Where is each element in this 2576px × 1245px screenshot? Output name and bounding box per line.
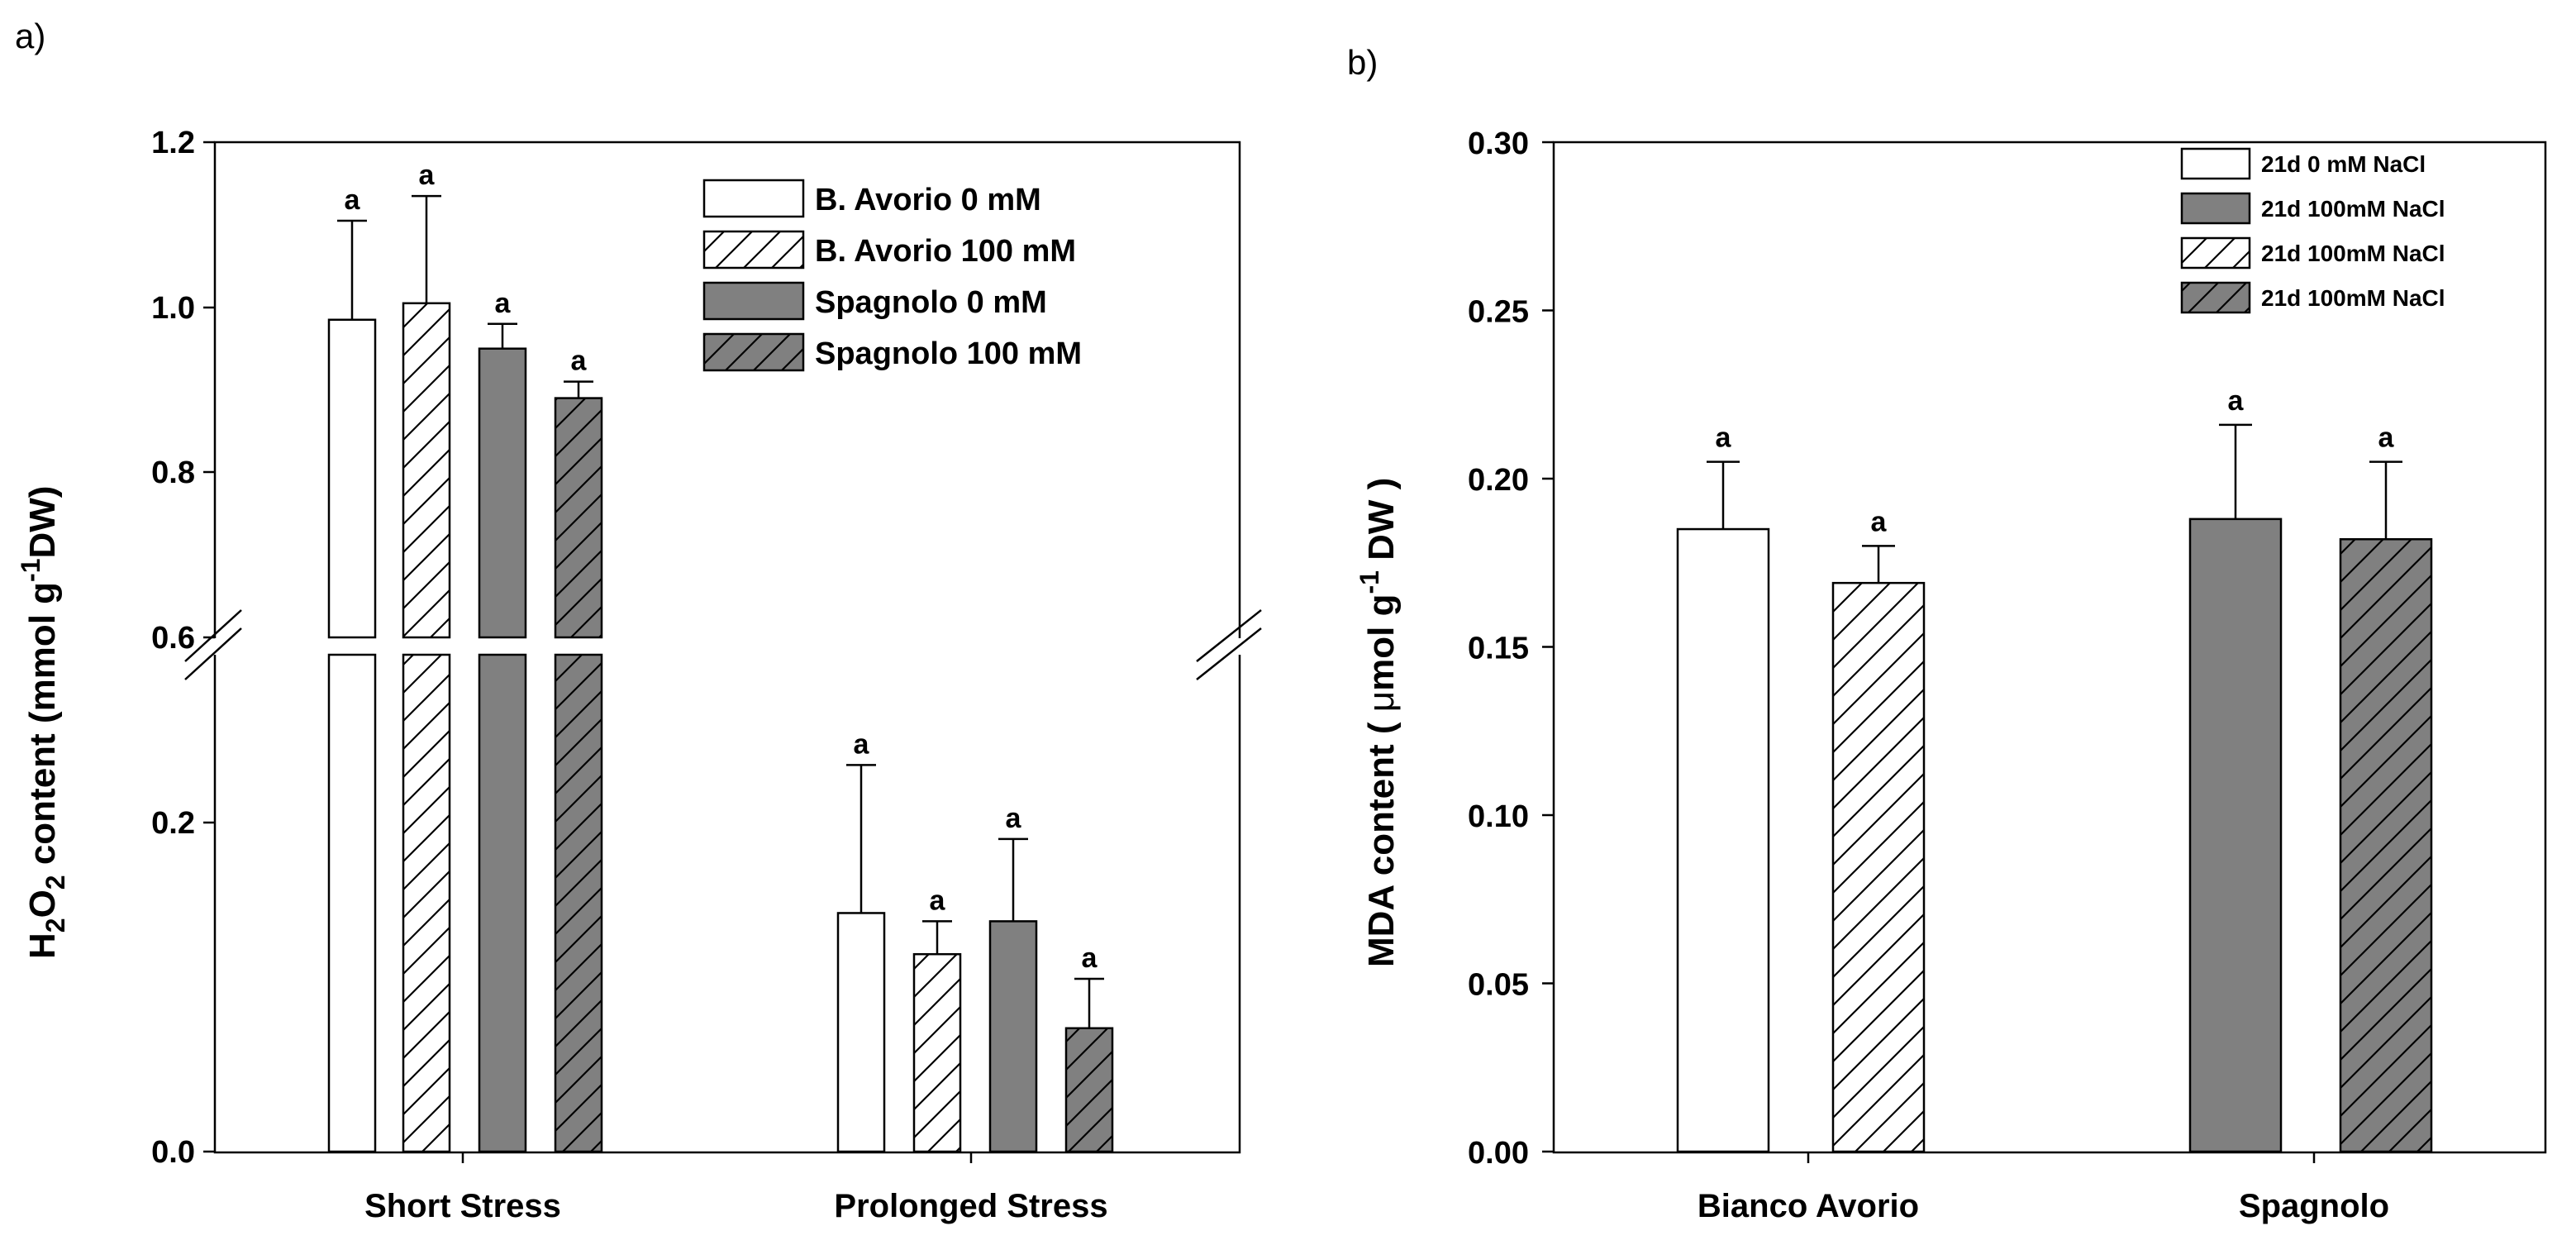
panel-a-tick-label-0-8: 0.8	[151, 456, 195, 490]
panel-a-bar-0-1	[836, 912, 886, 1153]
panel-a: a) 0.0 0.2 0.6 0.8 1.0 1.2 Short Stress …	[15, 17, 1262, 1224]
panel-b-category-spagnolo: Spagnolo	[2239, 1188, 2389, 1224]
panel-a-category-prolonged-stress: Prolonged Stress	[834, 1188, 1107, 1224]
panel-a-sig-label-0-1: a	[854, 728, 870, 760]
panel-b-yaxis: 0.00 0.05 0.10 0.15 0.20 0.25 0.30	[1468, 126, 1554, 1171]
panel-b-ylabel: MDA content ( μmol g-1 DW )	[1355, 478, 1402, 967]
panel-b-legend-swatch-2	[2180, 236, 2251, 270]
panel-b-tick-label-2: 0.10	[1468, 799, 1529, 834]
panel-a-legend-swatch-0	[702, 179, 805, 218]
panel-b-bar-3	[2339, 538, 2433, 1153]
panel-a-legend-swatch-1	[702, 230, 805, 270]
panel-b-legend-swatch-0	[2180, 147, 2251, 180]
panel-b-tick-label-3: 0.15	[1468, 632, 1529, 666]
panel-b-legend-label-2: 21d 100mM NaCl	[2261, 241, 2445, 266]
panel-b-sig-label-2: a	[2228, 385, 2245, 417]
panel-a-legend-label-3: Spagnolo 100 mM	[815, 336, 1082, 371]
panel-b-sig-label-3: a	[2378, 422, 2395, 454]
panel-a-tick-label-0-2: 0.2	[151, 806, 195, 841]
panel-a-legend-label-2: Spagnolo 0 mM	[815, 285, 1047, 320]
panel-b-label: b)	[1347, 43, 1378, 82]
panel-b: b) 0.00 0.05 0.10 0.15 0.20 0.25 0.30 Bianco A…	[1347, 43, 2547, 1224]
panel-a-yaxis: 0.0 0.2 0.6 0.8 1.0 1.2	[151, 126, 215, 1170]
panel-a-sig-label-1-0: a	[419, 160, 436, 191]
panel-a-bar-3-1	[1064, 1027, 1114, 1153]
panel-a-bar-1-1	[912, 952, 962, 1153]
panel-a-legend-label-0: B. Avorio 0 mM	[815, 183, 1041, 217]
panel-a-label: a)	[15, 17, 45, 55]
panel-a-tick-label-1-2: 1.2	[151, 126, 195, 160]
panel-b-bars: a a a a	[1676, 385, 2433, 1153]
panel-b-sig-label-0: a	[1716, 422, 1732, 454]
panel-a-legend-swatch-2	[702, 281, 805, 321]
panel-b-bar-2	[2188, 518, 2283, 1153]
panel-a-sig-label-0-0: a	[345, 184, 361, 216]
panel-b-legend: 21d 0 mM NaCl 21d 100mM NaCl 21d 100mM N…	[2180, 147, 2445, 314]
panel-b-legend-label-3: 21d 100mM NaCl	[2261, 285, 2445, 311]
panel-b-tick-label-5: 0.25	[1468, 295, 1529, 330]
panel-b-category-bianco-avorio: Bianco Avorio	[1697, 1188, 1919, 1224]
panel-b-tick-label-6: 0.30	[1468, 126, 1529, 161]
panel-b-bar-1	[1831, 581, 1926, 1153]
panel-a-bar-upper-3-0	[554, 397, 603, 639]
panel-a-bar-lower-2-0	[478, 653, 527, 1153]
panel-a-bar-upper-1-0	[402, 302, 451, 639]
panel-a-bar-lower-1-0	[402, 653, 451, 1153]
panel-a-sig-label-2-0: a	[495, 288, 512, 319]
panel-b-legend-label-0: 21d 0 mM NaCl	[2261, 151, 2426, 177]
panel-a-bars: a a a a a a a a	[327, 160, 1114, 1153]
panel-b-tick-label-4: 0.20	[1468, 463, 1529, 498]
panel-a-break-mark-left-2	[184, 627, 242, 680]
panel-a-ylabel: H2O2 content (mmol g-1DW)	[16, 486, 70, 959]
panel-b-sig-label-1: a	[1871, 506, 1888, 537]
panel-b-legend-swatch-3	[2180, 281, 2251, 314]
panel-a-legend-label-1: B. Avorio 100 mM	[815, 234, 1076, 269]
panel-b-tick-label-0: 0.00	[1468, 1136, 1529, 1171]
panel-a-bar-upper-0-0	[327, 318, 377, 639]
panel-a-bar-2-1	[988, 920, 1038, 1153]
panel-b-tick-label-1: 0.05	[1468, 968, 1529, 1003]
panel-a-sig-label-3-1: a	[1082, 942, 1098, 974]
panel-a-bar-lower-0-0	[327, 653, 377, 1153]
panel-a-sig-label-3-0: a	[571, 346, 588, 377]
panel-a-legend-swatch-3	[702, 332, 805, 372]
panel-a-legend: B. Avorio 0 mM B. Avorio 100 mM Spagnolo…	[702, 179, 1082, 372]
panel-a-break-mark-right-1	[1196, 609, 1262, 662]
panel-a-sig-label-1-1: a	[930, 885, 946, 916]
panel-a-category-short-stress: Short Stress	[364, 1188, 561, 1224]
panel-b-legend-swatch-1	[2180, 192, 2251, 225]
panel-a-sig-label-2-1: a	[1006, 803, 1022, 834]
panel-a-bar-lower-3-0	[554, 653, 603, 1153]
panel-b-legend-label-1: 21d 100mM NaCl	[2261, 196, 2445, 222]
panel-a-axis-break-gap	[205, 638, 1248, 655]
panel-a-break-mark-left-1	[184, 609, 242, 662]
panel-a-bar-upper-2-0	[478, 347, 527, 639]
panel-a-tick-label-1-0: 1.0	[151, 291, 195, 326]
panel-a-tick-label-0-0: 0.0	[151, 1135, 195, 1170]
panel-a-break-mark-right-2	[1196, 627, 1262, 680]
panel-a-tick-label-0-6: 0.6	[151, 621, 195, 656]
panel-b-bar-0	[1676, 527, 1770, 1153]
